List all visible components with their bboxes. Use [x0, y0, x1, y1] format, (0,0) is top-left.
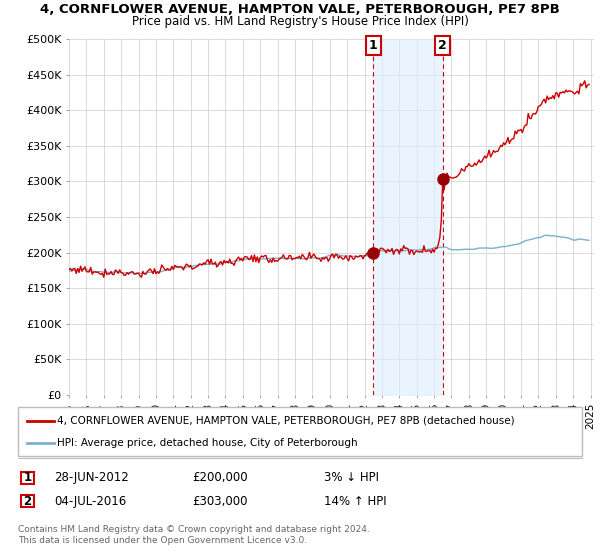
Text: 4, CORNFLOWER AVENUE, HAMPTON VALE, PETERBOROUGH, PE7 8PB (detached house): 4, CORNFLOWER AVENUE, HAMPTON VALE, PETE…	[57, 416, 515, 426]
Text: HPI: Average price, detached house, City of Peterborough: HPI: Average price, detached house, City…	[57, 437, 358, 447]
Text: 4, CORNFLOWER AVENUE, HAMPTON VALE, PETERBOROUGH, PE7 8PB: 4, CORNFLOWER AVENUE, HAMPTON VALE, PETE…	[40, 3, 560, 16]
Text: Price paid vs. HM Land Registry's House Price Index (HPI): Price paid vs. HM Land Registry's House …	[131, 15, 469, 28]
Text: Contains HM Land Registry data © Crown copyright and database right 2024.
This d: Contains HM Land Registry data © Crown c…	[18, 525, 370, 545]
Text: 3% ↓ HPI: 3% ↓ HPI	[324, 471, 379, 484]
Text: 04-JUL-2016: 04-JUL-2016	[54, 494, 126, 508]
Text: £200,000: £200,000	[192, 471, 248, 484]
Text: 14% ↑ HPI: 14% ↑ HPI	[324, 494, 386, 508]
Text: 1: 1	[23, 471, 32, 484]
Text: 2: 2	[439, 39, 447, 52]
Text: 1: 1	[369, 39, 377, 52]
Text: £303,000: £303,000	[192, 494, 248, 508]
Text: 28-JUN-2012: 28-JUN-2012	[54, 471, 129, 484]
Text: 2: 2	[23, 494, 32, 508]
